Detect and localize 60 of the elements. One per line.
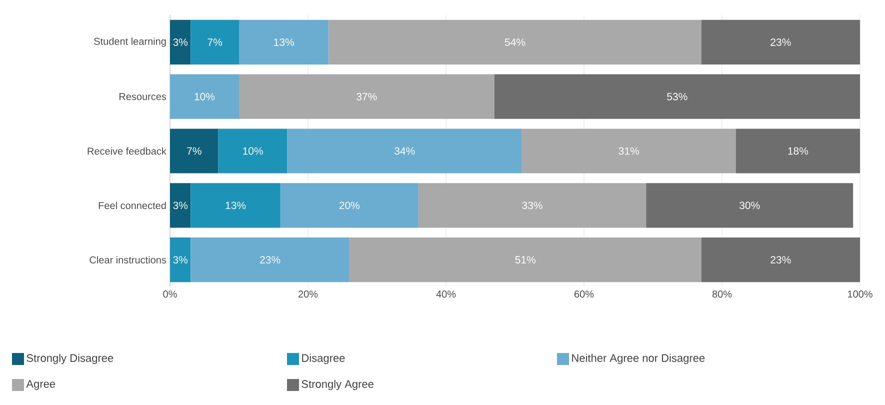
legend-label: Strongly Agree [302, 380, 374, 390]
data-label: 54% [504, 38, 526, 46]
data-label: 10% [194, 92, 215, 100]
data-label: 33% [522, 202, 542, 210]
data-label: 37% [356, 92, 377, 100]
bar [190, 20, 240, 65]
legend-label: Strongly Disagree [26, 354, 114, 364]
data-label: 18% [788, 147, 808, 155]
bar [170, 74, 240, 119]
x-tick-label: 100% [848, 290, 872, 298]
data-label: 3% [173, 202, 188, 210]
bar [328, 20, 702, 65]
bar [170, 237, 191, 282]
data-label: 7% [208, 38, 222, 46]
legend-label: Disagree [302, 354, 345, 364]
y-tick-label: Resources [119, 93, 166, 100]
data-label: 23% [260, 256, 280, 264]
y-tick-label: Feel connected [98, 202, 166, 210]
data-label: 20% [339, 202, 360, 210]
data-label: 3% [173, 38, 188, 46]
data-label: 31% [618, 147, 639, 155]
bar [280, 183, 418, 228]
data-label: 53% [667, 92, 688, 100]
x-tick-label: 40% [436, 290, 456, 298]
bar [239, 74, 494, 119]
legend-label: Neither Agree nor Disagree [572, 354, 705, 364]
data-label: 23% [770, 38, 791, 46]
x-tick-label: 20% [298, 290, 318, 298]
bar [287, 128, 522, 174]
data-label: 34% [394, 147, 415, 155]
bar [701, 237, 860, 282]
y-tick-label: Receive feedback [88, 147, 166, 155]
legend-label: Agree [26, 380, 56, 390]
x-tick-label: 80% [712, 290, 732, 298]
bar [218, 128, 288, 174]
data-label: 13% [274, 38, 294, 46]
bar [646, 183, 854, 228]
bar [494, 74, 860, 119]
x-tick-label: 60% [574, 290, 594, 298]
bar [522, 128, 736, 174]
bar [239, 20, 329, 65]
data-label: 10% [243, 147, 263, 155]
bar [701, 20, 860, 65]
bar [170, 20, 191, 65]
data-label: 51% [515, 256, 536, 264]
data-label: 7% [187, 147, 202, 155]
bar [170, 183, 191, 228]
data-label: 13% [226, 202, 246, 210]
y-tick-label: Student learning [94, 38, 166, 47]
x-tick-label: 0% [163, 290, 177, 298]
bar [170, 128, 218, 174]
bar [736, 128, 860, 174]
bar [190, 183, 280, 228]
bar [349, 237, 702, 282]
y-tick-label: Clear instructions [90, 256, 166, 264]
bar [418, 183, 646, 228]
bar [190, 237, 350, 282]
data-label: 3% [173, 256, 188, 264]
data-label: 30% [739, 202, 760, 210]
data-label: 23% [770, 256, 791, 264]
